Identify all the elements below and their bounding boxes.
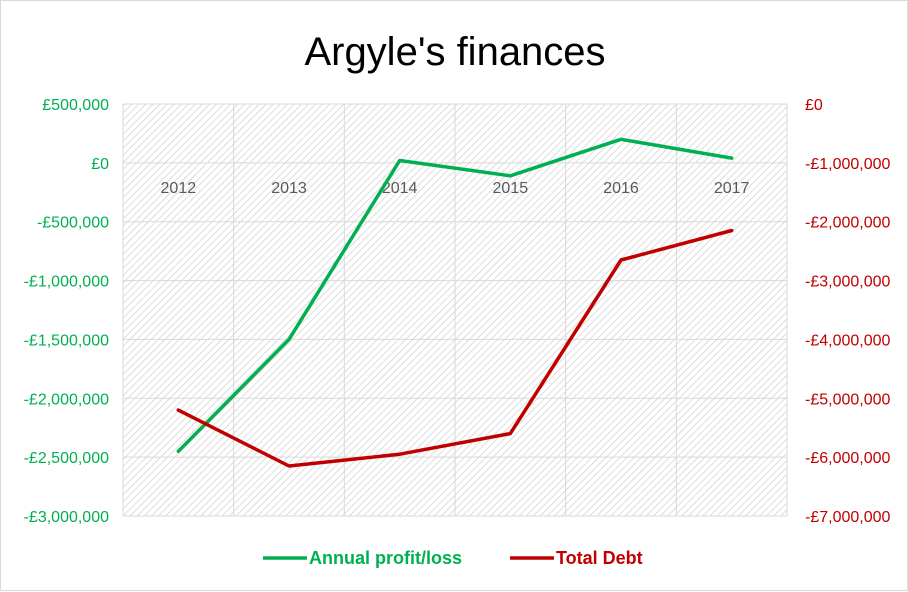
- right-y-tick-label: -£4,000,000: [805, 332, 891, 349]
- right-y-tick-label: -£1,000,000: [805, 156, 891, 173]
- left-y-tick-label: -£2,500,000: [24, 450, 110, 467]
- left-y-tick-label: -£1,000,000: [24, 274, 110, 291]
- right-y-tick-label: £0: [805, 97, 823, 114]
- legend-label: Annual profit/loss: [309, 548, 462, 568]
- right-y-axis: £0 -£1,000,000 -£2,000,000 -£3,000,000 -£4,0…: [805, 97, 891, 526]
- left-y-tick-label: -£1,500,000: [24, 332, 110, 349]
- right-y-tick-label: -£3,000,000: [805, 274, 891, 291]
- left-y-tick-label: £500,000: [42, 97, 109, 114]
- right-y-tick-label: -£2,000,000: [805, 215, 891, 232]
- right-y-tick-label: -£7,000,000: [805, 509, 891, 526]
- x-tick-label: 2017: [714, 180, 750, 197]
- left-y-tick-label: -£3,000,000: [24, 509, 110, 526]
- legend: Annual profit/loss Total Debt: [263, 548, 643, 568]
- legend-label: Total Debt: [556, 548, 643, 568]
- left-y-tick-label: -£500,000: [37, 215, 109, 232]
- left-y-tick-label: £0: [91, 156, 109, 173]
- right-y-tick-label: -£6,000,000: [805, 450, 891, 467]
- left-y-axis: £500,000 £0 -£500,000 -£1,000,000 -£1,500,00…: [24, 97, 110, 526]
- right-y-tick-label: -£5,000,000: [805, 391, 891, 408]
- x-tick-label: 2012: [161, 180, 197, 197]
- chart-title: Argyle's finances: [304, 30, 605, 74]
- x-tick-label: 2016: [603, 180, 639, 197]
- x-tick-label: 2015: [493, 180, 529, 197]
- x-tick-label: 2013: [271, 180, 307, 197]
- left-y-tick-label: -£2,000,000: [24, 391, 110, 408]
